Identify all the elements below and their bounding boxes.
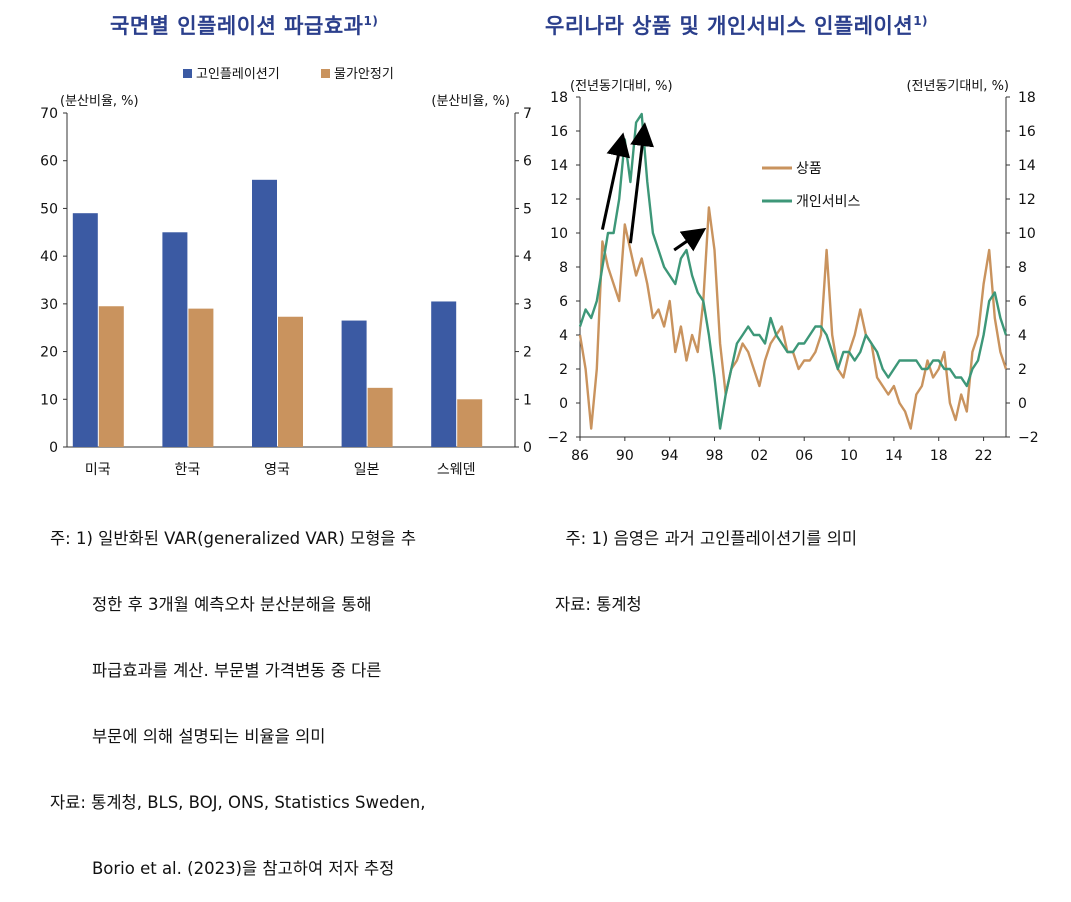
y-tick-label-right: 12 [1018, 192, 1036, 208]
right-chart-title: 우리나라 상품 및 개인서비스 인플레이션1) [545, 10, 928, 40]
bar-high-inflation [341, 320, 367, 447]
y-tick-label-right: 0 [523, 440, 532, 456]
left-chart-title-text: 국면별 인플레이션 파급효과 [110, 14, 364, 38]
bar-legend: 고인플레이션기 물가안정기 [183, 67, 394, 82]
right-note-line: 주: 1) 음영은 과거 고인플레이션기를 의미 [555, 529, 858, 548]
x-category-label: 한국 [175, 462, 201, 478]
y-tick-label-left: 0 [559, 396, 568, 412]
y-tick-label-right: 6 [1018, 294, 1027, 310]
left-note-line: 주: 1) 일반화된 VAR(generalized VAR) 모형을 추 [50, 529, 417, 548]
left-chart-title-sup: 1) [363, 14, 379, 28]
y-tick-label-left: 60 [40, 154, 58, 170]
bar-price-stable [367, 387, 393, 447]
y-axis-label-right: (분산비율, %) [431, 94, 510, 109]
bar-price-stable [188, 308, 214, 447]
y-tick-label-left: 10 [40, 392, 58, 408]
y-tick-label-left: 6 [559, 294, 568, 310]
left-note-line: 정한 후 3개월 예측오차 분산분해을 통해 [50, 595, 372, 614]
y-tick-label-right: 0 [1018, 396, 1027, 412]
left-source-line: 자료: 통계청, BLS, BOJ, ONS, Statistics Swede… [50, 793, 426, 812]
legend-label: 개인서비스 [796, 194, 861, 210]
y-tick-label-right: 8 [1018, 260, 1027, 276]
y-axis-label-left: (전년동기대비, %) [570, 79, 673, 94]
y-tick-label-right: 4 [523, 249, 532, 265]
bar-high-inflation [431, 301, 457, 447]
bar-high-inflation [162, 232, 188, 447]
x-tick-label: 90 [616, 448, 634, 464]
left-notes: 주: 1) 일반화된 VAR(generalized VAR) 모형을 추 정한… [50, 484, 425, 902]
right-chart-title-text: 우리나라 상품 및 개인서비스 인플레이션 [545, 14, 914, 38]
y-tick-label-left: 12 [550, 192, 568, 208]
left-source-line: Borio et al. (2023)을 참고하여 저자 추정 [50, 859, 395, 878]
legend-label: 고인플레이션기 [196, 67, 280, 82]
left-chart-title: 국면별 인플레이션 파급효과1) [110, 10, 378, 40]
x-tick-label: 10 [840, 448, 858, 464]
y-tick-label-left: −2 [547, 430, 568, 446]
y-tick-label-left: 70 [40, 106, 58, 122]
y-tick-label-left: 8 [559, 260, 568, 276]
x-tick-label: 98 [706, 448, 724, 464]
y-tick-label-right: 5 [523, 201, 532, 217]
y-tick-label-right: 4 [1018, 328, 1027, 344]
bar-price-stable [457, 399, 483, 447]
y-tick-label-right: 3 [523, 297, 532, 313]
series-line-services [578, 112, 1008, 430]
bar-high-inflation [72, 213, 98, 447]
bar-price-stable [98, 306, 124, 447]
legend-swatch [321, 69, 330, 78]
series-line-goods [578, 206, 1008, 430]
y-tick-label-left: 14 [550, 158, 568, 174]
y-tick-label-left: 40 [40, 249, 58, 265]
x-tick-label: 06 [795, 448, 813, 464]
y-tick-label-right: 2 [1018, 362, 1027, 378]
y-axis-label-left: (분산비율, %) [60, 94, 139, 109]
y-tick-label-right: 1 [523, 392, 532, 408]
x-category-label: 일본 [354, 462, 380, 478]
y-tick-label-right: 14 [1018, 158, 1036, 174]
trend-arrow [673, 227, 707, 252]
y-tick-label-left: 10 [550, 226, 568, 242]
y-tick-label-right: 18 [1018, 90, 1036, 106]
y-tick-label-left: 20 [40, 345, 58, 361]
y-tick-label-right: 2 [523, 345, 532, 361]
y-tick-label-left: 16 [550, 124, 568, 140]
y-tick-label-left: 2 [559, 362, 568, 378]
legend-label: 상품 [796, 161, 822, 177]
y-axis-label-right: (전년동기대비, %) [906, 79, 1009, 94]
x-tick-label: 86 [571, 448, 589, 464]
legend-label: 물가안정기 [334, 67, 394, 82]
y-tick-label-left: 18 [550, 90, 568, 106]
bar-chart: 고인플레이션기 물가안정기(분산비율, %) (분산비율, %)0102030405… [40, 67, 532, 478]
x-tick-label: 22 [975, 448, 993, 464]
y-tick-label-right: 10 [1018, 226, 1036, 242]
x-category-label: 스웨덴 [437, 462, 476, 478]
y-tick-label-right: 16 [1018, 124, 1036, 140]
y-tick-label-right: 6 [523, 154, 532, 170]
bar-price-stable [278, 316, 303, 447]
trend-arrow [628, 122, 655, 244]
y-tick-label-right: −2 [1018, 430, 1039, 446]
y-tick-label-left: 50 [40, 201, 58, 217]
left-note-line: 부문에 의해 설명되는 비율을 의미 [50, 727, 326, 746]
y-tick-label-left: 0 [49, 440, 58, 456]
y-tick-label-left: 30 [40, 297, 58, 313]
x-tick-label: 18 [930, 448, 948, 464]
right-source-line: 자료: 통계청 [555, 595, 642, 614]
x-tick-label: 02 [750, 448, 768, 464]
left-note-line: 파급효과를 계산. 부문별 가격변동 중 다른 [50, 661, 382, 680]
y-tick-label-right: 7 [523, 106, 532, 122]
trend-arrow [600, 132, 631, 230]
x-category-label: 영국 [264, 462, 290, 478]
x-tick-label: 94 [661, 448, 679, 464]
y-tick-label-left: 4 [559, 328, 568, 344]
legend-swatch [183, 69, 192, 78]
x-category-label: 미국 [85, 462, 111, 478]
right-chart-title-sup: 1) [913, 14, 929, 28]
bar-high-inflation [252, 179, 277, 448]
right-notes: 주: 1) 음영은 과거 고인플레이션기를 의미 자료: 통계청 [555, 484, 857, 638]
line-chart: (전년동기대비, %) (전년동기대비, %)−2024681012141618−… [547, 79, 1039, 464]
x-tick-label: 14 [885, 448, 903, 464]
